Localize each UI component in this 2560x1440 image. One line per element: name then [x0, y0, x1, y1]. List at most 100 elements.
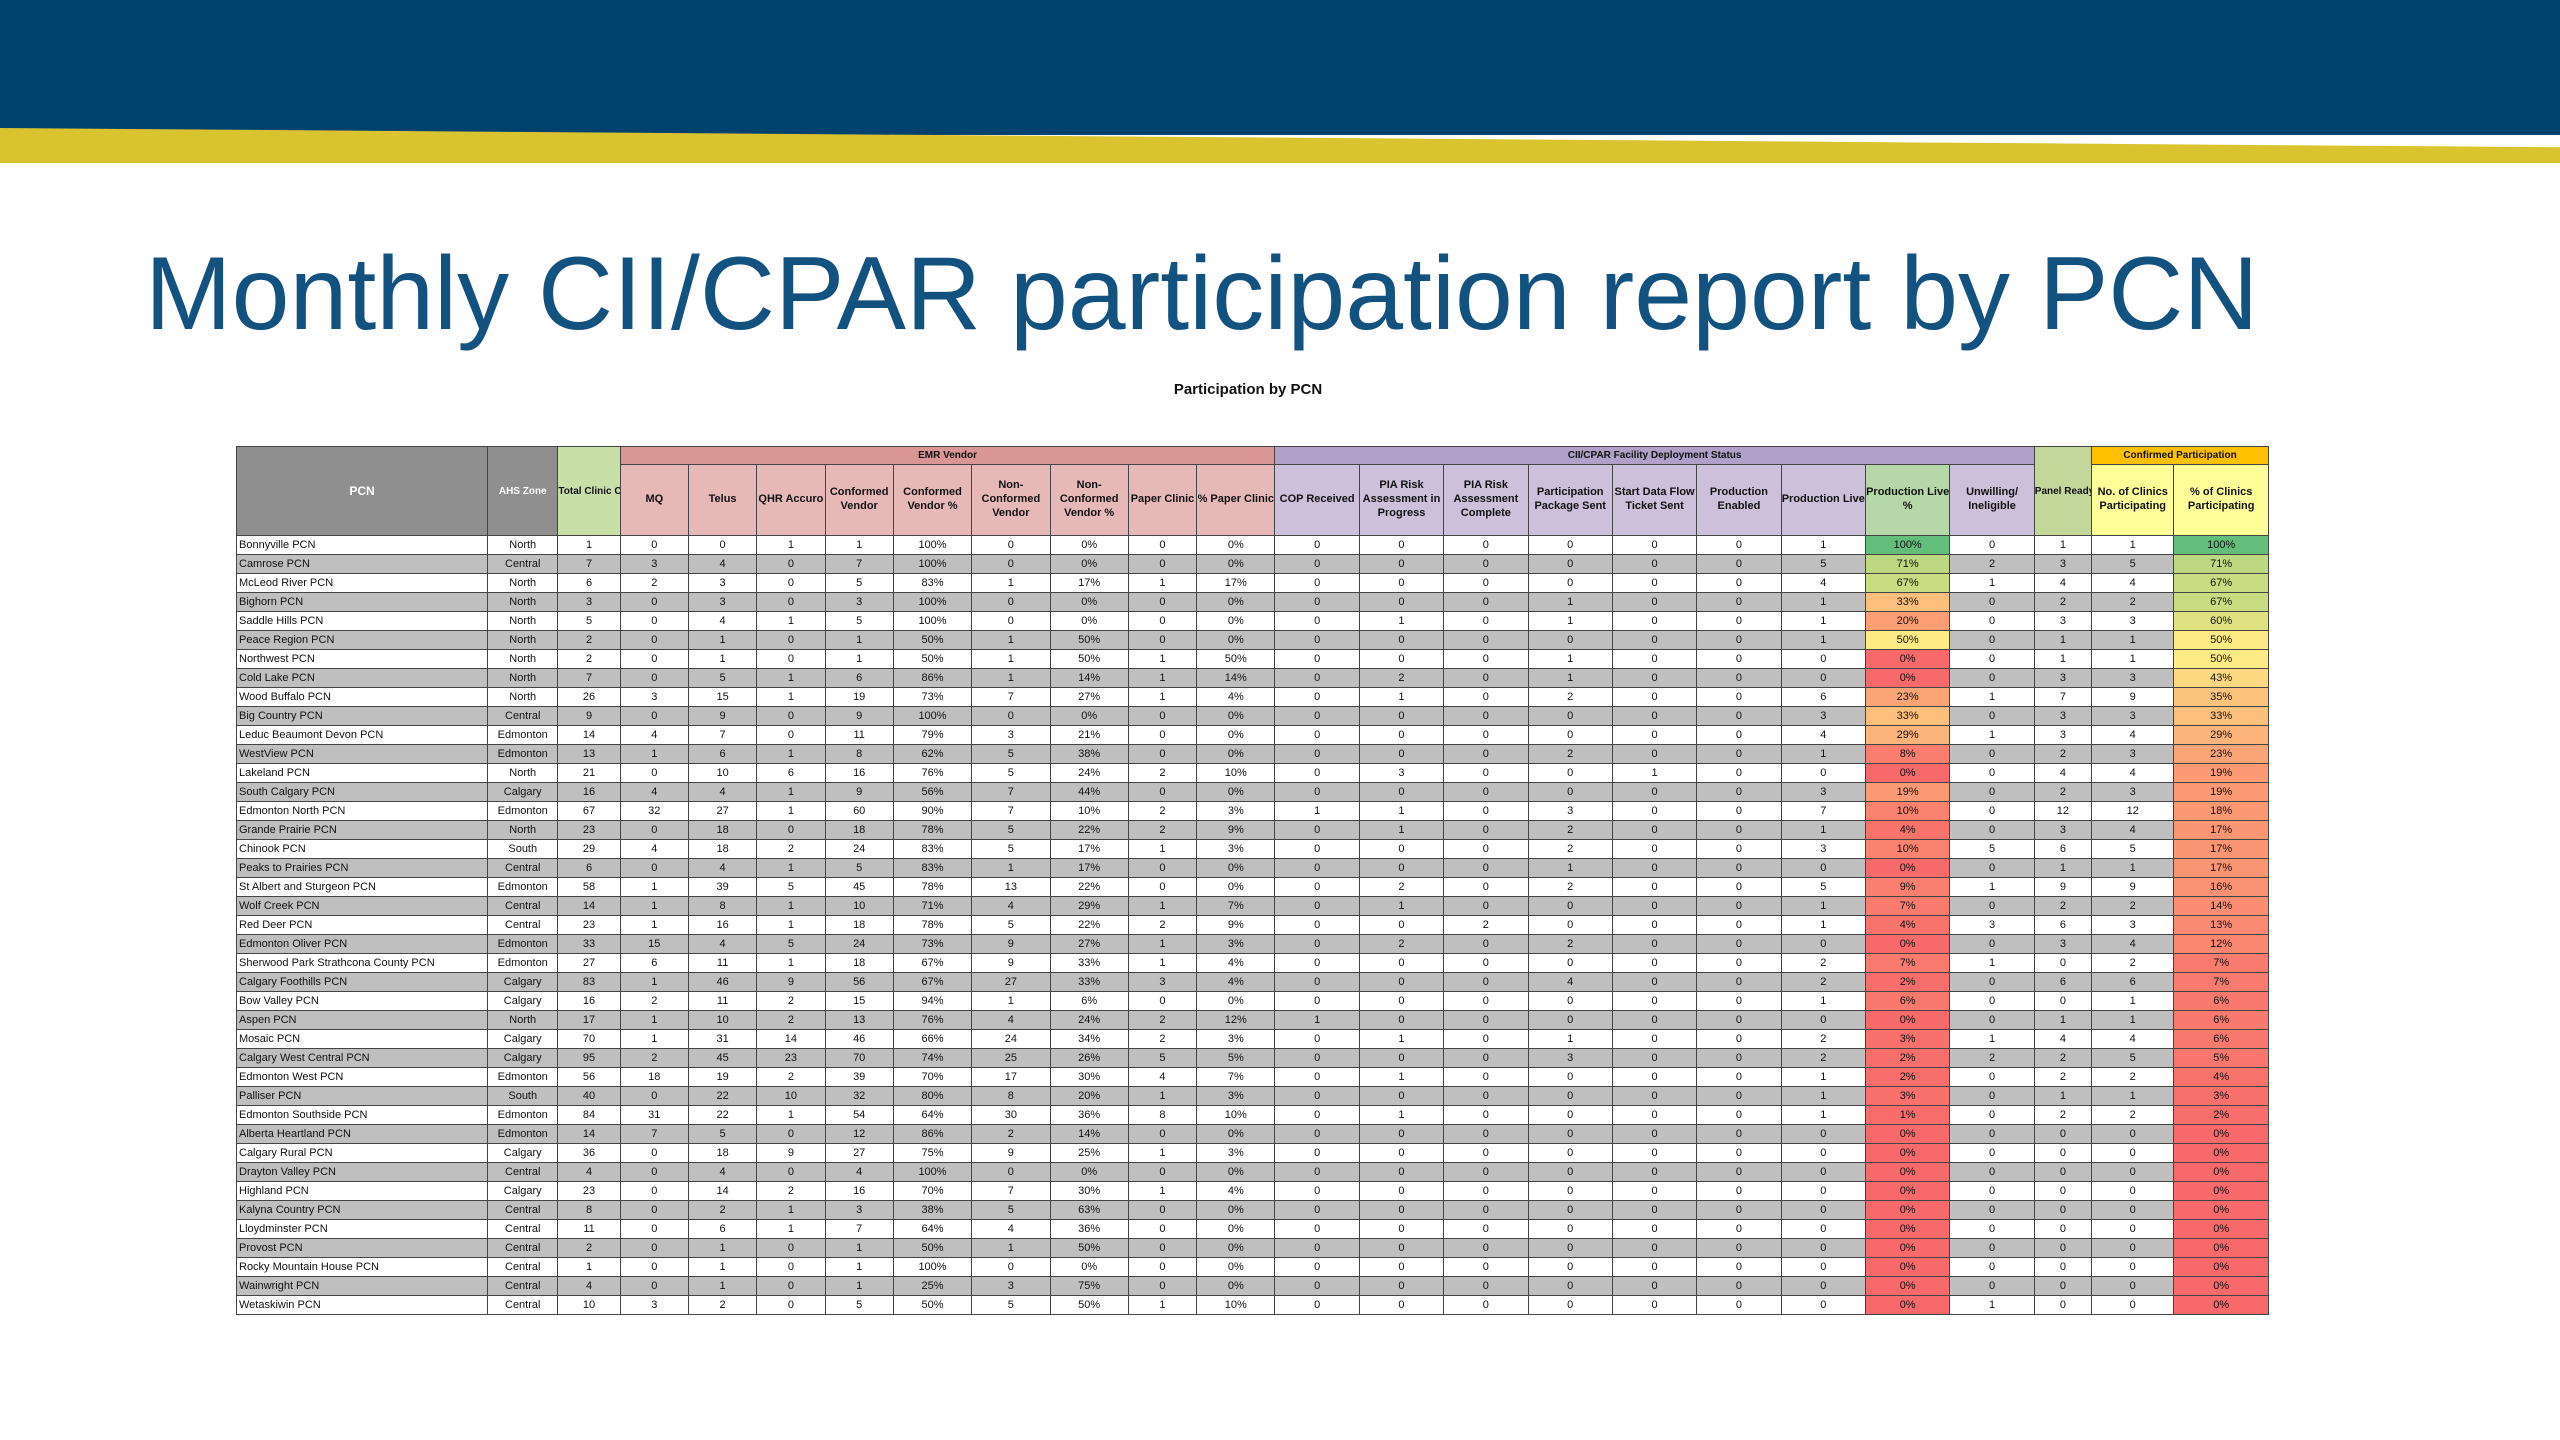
table-cell: 1: [824, 1276, 894, 1296]
table-cell: 0: [1443, 649, 1529, 669]
table-cell: 6%: [2173, 1010, 2269, 1030]
table-cell: 0: [1611, 1105, 1698, 1125]
table-cell: 0: [1443, 535, 1529, 555]
table-cell: 0: [1611, 934, 1698, 954]
table-cell: 0: [1443, 839, 1529, 859]
table-cell: 33%: [1049, 953, 1129, 973]
table-cell: 1: [1780, 630, 1866, 650]
table-cell: 0: [2033, 1181, 2093, 1201]
table-cell: 19%: [2173, 763, 2269, 783]
table-cell: 34%: [1049, 1029, 1129, 1049]
table-cell: 0: [1358, 1124, 1445, 1144]
table-cell: 0: [756, 1257, 826, 1277]
table-cell: 1: [2033, 649, 2093, 669]
table-cell: Central: [487, 915, 559, 935]
table-cell: North: [487, 668, 559, 688]
table-cell: 0: [1127, 782, 1198, 802]
table-cell: 0: [687, 535, 758, 555]
table-row: Kalyna Country PCN Central 8 0 2 1 3 38% 5 63% 0 0%…: [235, 1200, 2269, 1220]
table-cell: 0: [1527, 782, 1613, 802]
table-cell: 29%: [1049, 896, 1129, 916]
table-cell: 75%: [892, 1143, 973, 1163]
table-row: Grande Prairie PCN North 23 0 18 0 18 78% 5 22% 2 9…: [235, 820, 2269, 840]
table-cell: 36%: [1049, 1219, 1129, 1239]
table-cell: 0: [1611, 896, 1698, 916]
table-cell: 0: [1358, 858, 1445, 878]
table-cell: 0: [756, 1162, 826, 1182]
table-cell: 0: [1527, 554, 1613, 574]
table-cell: Central: [487, 1200, 559, 1220]
table-cell: 0: [1611, 725, 1698, 745]
table-cell: 0: [1696, 535, 1782, 555]
table-cell: 0: [1358, 839, 1445, 859]
table-cell: 3%: [2173, 1086, 2269, 1106]
table-cell: 36: [557, 1143, 621, 1163]
table-cell: 0: [1611, 1276, 1698, 1296]
table-cell: 0: [1527, 725, 1613, 745]
column-header-mq: MQ: [619, 464, 689, 536]
table-cell: 0: [1527, 1105, 1613, 1125]
table-cell: 0: [1443, 763, 1529, 783]
table-cell: 27: [971, 972, 1051, 992]
table-cell: Central: [487, 1238, 559, 1258]
table-cell: 5: [824, 611, 894, 631]
table-cell: 2: [756, 1010, 826, 1030]
pcn-name-cell: Lloydminster PCN: [235, 1219, 489, 1239]
table-cell: 0: [1696, 1143, 1782, 1163]
table-cell: 0: [971, 706, 1051, 726]
table-cell: 0: [1127, 744, 1198, 764]
table-cell: 0: [1696, 1029, 1782, 1049]
table-cell: 67%: [1864, 573, 1951, 593]
table-cell: 1: [1780, 1105, 1866, 1125]
table-cell: 0: [1696, 877, 1782, 897]
table-cell: 0: [1127, 630, 1198, 650]
table-cell: 0: [1949, 1143, 2035, 1163]
table-cell: 14%: [1196, 668, 1276, 688]
table-cell: 0: [1949, 801, 2035, 821]
table-cell: 0%: [1049, 592, 1129, 612]
table-cell: 1: [824, 535, 894, 555]
table-cell: 1: [2033, 630, 2093, 650]
table-cell: 31: [619, 1105, 689, 1125]
table-cell: 0: [971, 535, 1051, 555]
table-cell: 0%: [1864, 649, 1951, 669]
table-cell: 1: [619, 1029, 689, 1049]
table-cell: 0: [1443, 1029, 1529, 1049]
table-cell: 9: [971, 953, 1051, 973]
table-row: Big Country PCN Central 9 0 9 0 9 100% 0 0% 0 0% 0 0 0…: [235, 706, 2269, 726]
table-cell: 19: [824, 687, 894, 707]
table-cell: 1: [687, 1276, 758, 1296]
table-cell: 1: [2033, 1010, 2093, 1030]
table-cell: 2: [2091, 953, 2175, 973]
table-cell: 0: [1358, 744, 1445, 764]
table-cell: Calgary: [487, 991, 559, 1011]
table-cell: 0: [1443, 1105, 1529, 1125]
table-cell: 2: [2033, 1105, 2093, 1125]
pcn-name-cell: Bighorn PCN: [235, 592, 489, 612]
pcn-name-cell: Peaks to Prairies PCN: [235, 858, 489, 878]
table-cell: 0: [1443, 706, 1529, 726]
table-cell: 2: [1780, 972, 1866, 992]
table-cell: 2: [557, 649, 621, 669]
table-cell: 14: [557, 896, 621, 916]
table-row: Mosaic PCN Calgary 70 1 31 14 46 66% 24 34% 2 3% 0 1 0…: [235, 1029, 2269, 1049]
table-cell: 3: [1780, 706, 1866, 726]
table-cell: 0: [1696, 953, 1782, 973]
table-cell: 0: [1127, 725, 1198, 745]
table-cell: 83%: [892, 573, 973, 593]
table-cell: 10: [557, 1295, 621, 1315]
table-cell: 0: [1358, 1181, 1445, 1201]
table-cell: 8: [1127, 1105, 1198, 1125]
table-cell: 24%: [1049, 1010, 1129, 1030]
table-cell: 1: [1127, 1295, 1198, 1315]
table-cell: 25: [971, 1048, 1051, 1068]
table-cell: 2: [1780, 1029, 1866, 1049]
table-cell: 20%: [1864, 611, 1951, 631]
table-cell: 1: [824, 630, 894, 650]
table-cell: 2: [2033, 782, 2093, 802]
table-cell: 0%: [1049, 706, 1129, 726]
table-cell: 0%: [1864, 1010, 1951, 1030]
table-cell: 13: [824, 1010, 894, 1030]
table-cell: 31: [687, 1029, 758, 1049]
table-cell: 1: [687, 630, 758, 650]
